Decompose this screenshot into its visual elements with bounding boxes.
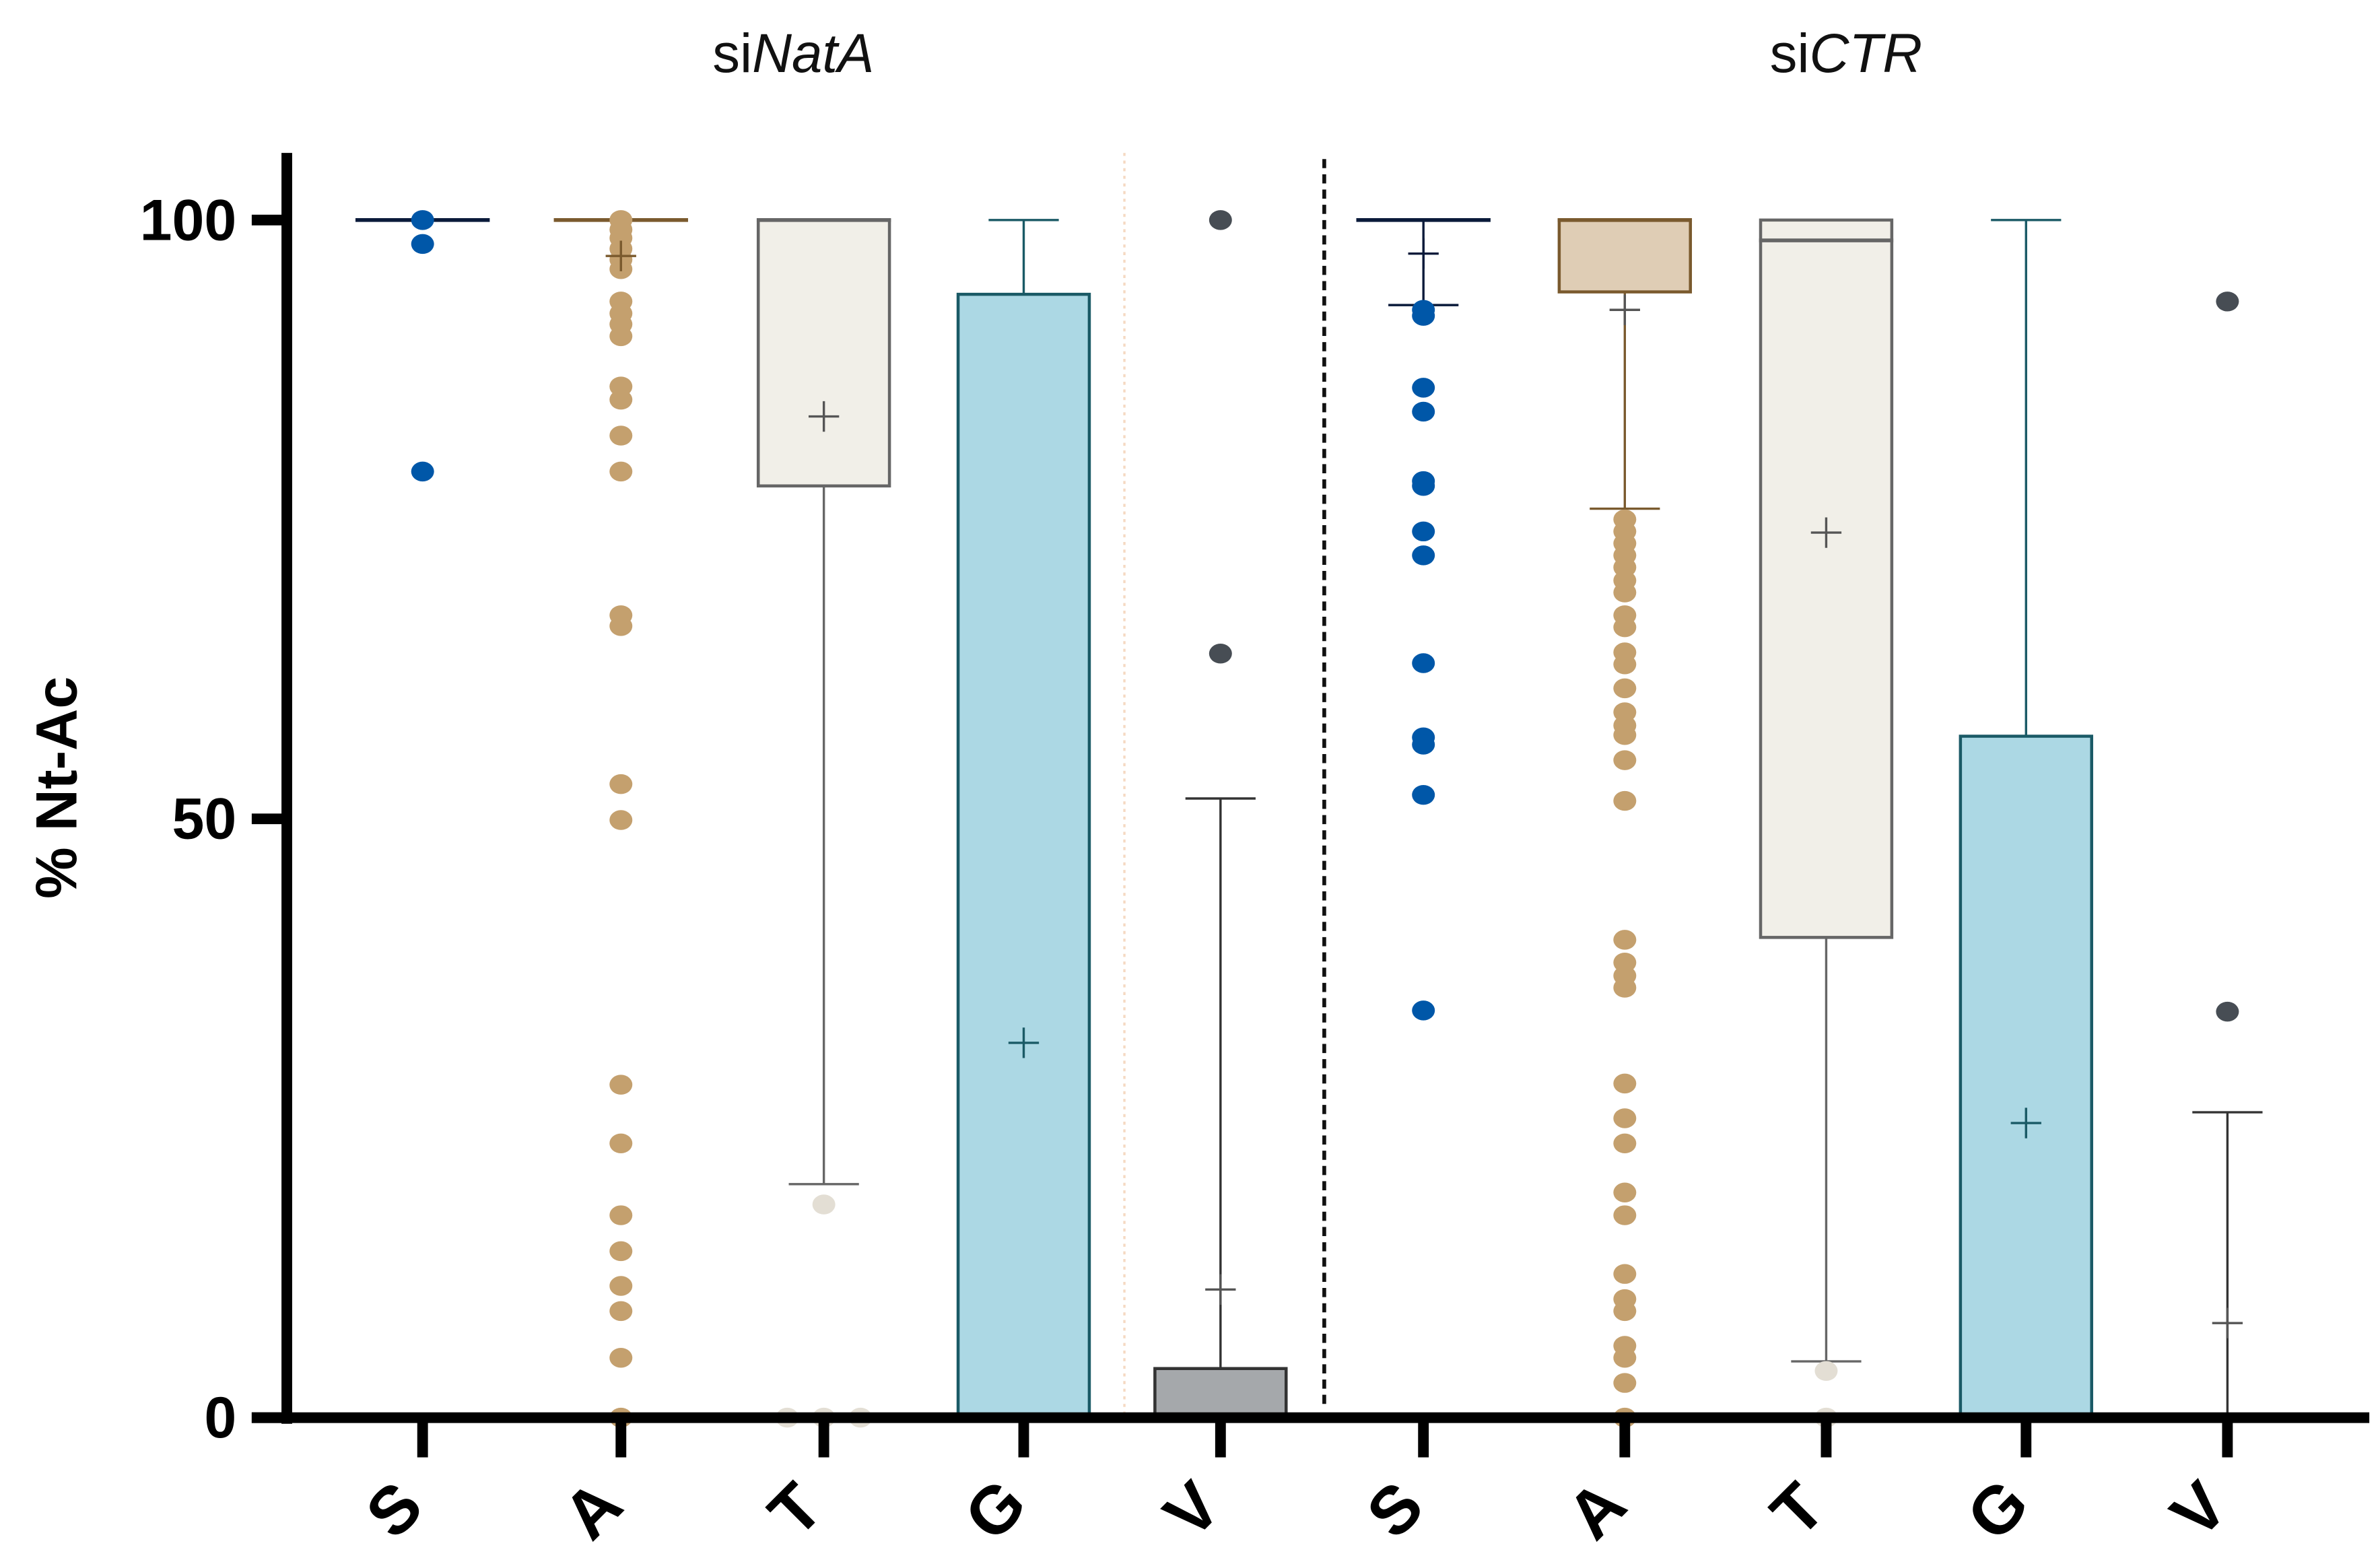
data-point [1613, 1205, 1637, 1225]
data-point [1613, 930, 1637, 950]
data-point [609, 1276, 633, 1296]
data-point [812, 1194, 836, 1215]
x-tick-label: G [1953, 1465, 2043, 1555]
data-point [1412, 476, 1435, 496]
box [1153, 1367, 1288, 1419]
data-point [1613, 790, 1637, 811]
group-g [956, 219, 1091, 1420]
x-tick-label: V [2157, 1468, 2242, 1553]
panel-title: siCTR [1770, 23, 1923, 84]
data-point [1613, 1073, 1637, 1094]
mean-marker [2010, 1108, 2041, 1138]
data-point [609, 1075, 633, 1095]
group-t [1759, 218, 1894, 1428]
panel-title-italic: NatA [752, 23, 874, 84]
data-point [1412, 653, 1435, 673]
group-t [756, 218, 891, 1428]
box [1959, 735, 2093, 1419]
x-tick-label: S [1353, 1468, 1438, 1553]
x-tick-label: S [352, 1468, 437, 1553]
box [756, 218, 891, 488]
data-point [1209, 644, 1232, 664]
data-point [1613, 678, 1637, 699]
box [1557, 218, 1693, 294]
x-tick-label: A [549, 1466, 636, 1553]
data-point [1613, 1373, 1637, 1393]
data-point [1412, 545, 1435, 566]
data-point [411, 461, 434, 482]
data-point [1412, 1000, 1435, 1021]
data-point [609, 1301, 633, 1322]
group-a [1557, 218, 1693, 1428]
data-point [1613, 1108, 1637, 1128]
mean-marker [2212, 1307, 2243, 1338]
y-tick-label: 100 [140, 188, 237, 252]
data-point [1412, 735, 1435, 755]
mean-marker [1408, 238, 1439, 269]
group-a [553, 210, 688, 1428]
y-tick-label: 50 [172, 787, 236, 852]
data-point [1209, 210, 1232, 230]
data-point [1613, 1133, 1637, 1154]
data-point [1613, 1182, 1637, 1202]
data-point [1412, 784, 1435, 805]
data-point [609, 1347, 633, 1368]
data-point [1412, 401, 1435, 422]
data-point [411, 234, 434, 254]
x-tick-label: G [951, 1465, 1040, 1555]
data-point [2216, 1001, 2239, 1022]
data-point [609, 389, 633, 410]
data-point [1613, 1264, 1637, 1284]
data-point [411, 210, 434, 230]
panel-title: siNatA [712, 23, 874, 84]
data-point [609, 461, 633, 482]
data-point [609, 774, 633, 794]
data-point [1412, 521, 1435, 542]
box [956, 292, 1091, 1419]
y-axis-title: % Nt-Ac [24, 677, 89, 899]
data-point [1412, 306, 1435, 326]
data-point [609, 1133, 633, 1154]
data-point [1613, 725, 1637, 745]
mean-marker [1205, 1274, 1236, 1305]
data-point [1613, 617, 1637, 638]
panel-title-italic: CTR [1810, 23, 1923, 84]
data-point [1613, 1347, 1637, 1368]
data-point [1613, 582, 1637, 603]
x-tick-label: V [1150, 1468, 1235, 1553]
data-point [1412, 378, 1435, 398]
data-point [609, 1205, 633, 1225]
group-s [1356, 218, 1491, 1021]
x-tick-label: A [1553, 1466, 1640, 1553]
data-point [1814, 1361, 1838, 1382]
data-point [609, 810, 633, 830]
data-point [1613, 978, 1637, 998]
data-point [609, 1241, 633, 1262]
group-v [1153, 210, 1288, 1420]
y-tick-label: 0 [204, 1386, 236, 1450]
data-point [1613, 1301, 1637, 1322]
data-point [1613, 750, 1637, 770]
mean-marker [1810, 517, 1842, 548]
data-point [609, 425, 633, 446]
box [1759, 218, 1894, 939]
mean-marker [808, 401, 840, 432]
data-point [609, 616, 633, 636]
x-tick-label: T [1757, 1469, 1839, 1551]
group-g [1959, 219, 2093, 1420]
mean-marker [1008, 1027, 1040, 1058]
data-point [609, 326, 633, 347]
panel-title-prefix: si [1770, 23, 1810, 84]
x-tick-label: T [755, 1469, 837, 1551]
mean-marker [1609, 294, 1640, 325]
group-v [2160, 292, 2295, 1422]
data-point [1613, 654, 1637, 675]
data-point [2216, 292, 2239, 312]
mean-marker [605, 240, 636, 271]
group-s [355, 210, 490, 482]
panel-title-prefix: si [712, 23, 752, 84]
